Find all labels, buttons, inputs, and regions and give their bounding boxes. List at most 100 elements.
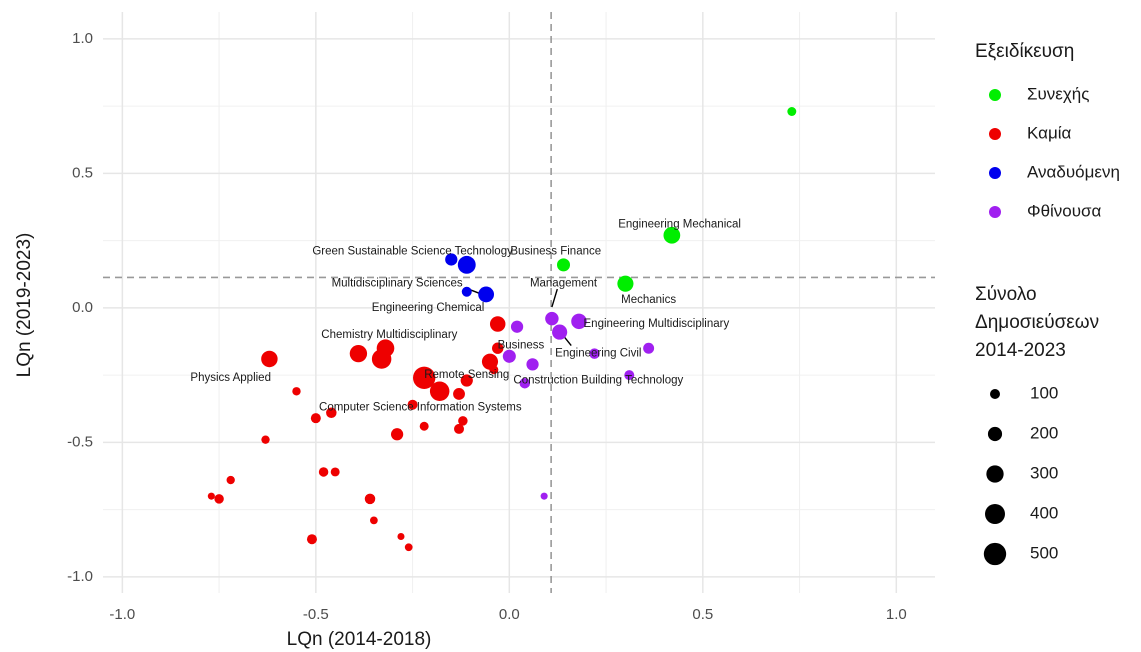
legend-size-key <box>986 465 1004 483</box>
legend: Εξειδίκευση Συνεχής Καμία Αναδυόμενη Φθίνου… <box>975 41 1120 566</box>
data-point <box>545 311 559 326</box>
point-label: Multidisciplinary Sciences <box>332 278 463 290</box>
legend-color-key <box>989 128 1001 140</box>
y-tick-label: -0.5 <box>67 433 93 450</box>
data-point <box>510 320 524 333</box>
data-point <box>787 107 797 116</box>
data-points <box>207 107 797 552</box>
legend-size-label: 500 <box>1030 543 1058 562</box>
major-gridlines <box>103 12 935 593</box>
data-point <box>454 423 465 434</box>
size-legend-title-line: 2014-2023 <box>975 340 1066 361</box>
data-point <box>407 399 418 410</box>
legend-size-label: 200 <box>1030 423 1058 442</box>
data-point <box>404 543 413 552</box>
data-point <box>214 494 224 504</box>
data-point <box>489 316 506 332</box>
legend-size-key <box>990 389 1000 399</box>
data-point <box>306 534 317 545</box>
legend-color-key <box>989 167 1001 179</box>
reference-lines <box>103 12 935 593</box>
x-tick-label: 0.5 <box>692 606 713 623</box>
data-point <box>589 348 600 359</box>
data-point <box>370 516 378 525</box>
data-point <box>445 253 458 266</box>
color-legend: Συνεχής Καμία Αναδυόμενη Φθίνουσα <box>989 84 1120 220</box>
point-label: Management <box>530 278 598 290</box>
point-label: Computer Science Information Systems <box>319 401 522 413</box>
size-legend-title-line: Δημοσιεύσεων <box>975 312 1099 333</box>
data-point <box>540 492 548 500</box>
data-point <box>318 467 329 477</box>
legend-color-key <box>989 89 1001 101</box>
size-legend-title-line: Σύνολο <box>975 284 1037 305</box>
data-point <box>349 344 368 363</box>
x-axis-title: LQn (2014-2018) <box>287 629 432 650</box>
point-label: Physics Applied <box>190 372 271 384</box>
point-label: Mechanics <box>621 294 676 306</box>
point-label: Green Sustainable Science Technology <box>312 245 513 257</box>
x-tick-label: 1.0 <box>886 606 907 623</box>
x-tick-label: -0.5 <box>303 606 329 623</box>
data-point <box>643 342 655 354</box>
data-point <box>419 421 429 431</box>
data-point <box>390 428 404 441</box>
data-point <box>413 366 436 389</box>
data-point <box>492 342 504 354</box>
point-label: Engineering Multidisciplinary <box>584 318 730 330</box>
point-label: Chemistry Multidisciplinary <box>321 329 457 341</box>
legend-size-key <box>983 542 1007 566</box>
leader-line <box>551 288 558 308</box>
data-point <box>556 258 571 272</box>
data-point <box>526 358 539 371</box>
point-label: Engineering Chemical <box>372 302 485 314</box>
data-point <box>330 467 340 477</box>
legend-size-label: 100 <box>1030 383 1058 402</box>
legend-color-label: Συνεχής <box>1027 84 1089 103</box>
point-label: Business Finance <box>510 245 601 257</box>
data-point <box>571 313 587 330</box>
data-point <box>376 339 395 358</box>
data-point <box>207 492 215 500</box>
data-point <box>364 493 376 505</box>
legend-size-key <box>987 426 1003 442</box>
x-tick-labels: -1.0 -0.5 0.0 0.5 1.0 <box>109 606 906 623</box>
data-point <box>310 413 321 424</box>
legend-color-label: Καμία <box>1027 123 1072 142</box>
legend-size-label: 300 <box>1030 463 1058 482</box>
point-label: Engineering Civil <box>555 348 641 360</box>
data-point <box>552 324 568 340</box>
y-tick-labels: -1.0 -0.5 0.0 0.5 1.0 <box>67 30 93 585</box>
data-point <box>326 407 337 419</box>
data-point <box>429 381 450 402</box>
x-tick-label: 0.0 <box>499 606 520 623</box>
data-point <box>663 226 681 244</box>
data-point <box>261 435 270 444</box>
x-tick-label: -1.0 <box>109 606 135 623</box>
point-label: Engineering Mechanical <box>618 219 741 231</box>
data-point <box>226 475 235 485</box>
point-label: Construction Building Technology <box>513 375 683 387</box>
point-label: Business <box>498 340 545 352</box>
data-point <box>460 374 473 387</box>
data-point <box>458 416 468 426</box>
data-point <box>457 255 476 274</box>
y-tick-label: 1.0 <box>72 30 93 47</box>
legend-color-label: Φθίνουσα <box>1027 201 1102 220</box>
data-point <box>292 387 301 396</box>
data-point <box>478 286 495 303</box>
minor-gridlines <box>103 12 935 593</box>
point-label: Remote Sensing <box>424 369 509 381</box>
data-point <box>624 370 635 381</box>
legend-color-key <box>989 206 1001 218</box>
data-point <box>519 377 531 389</box>
color-legend-title: Εξειδίκευση <box>975 41 1074 62</box>
y-tick-label: -1.0 <box>67 568 93 585</box>
data-point <box>397 532 405 541</box>
data-point <box>617 275 634 292</box>
data-point <box>453 388 465 400</box>
y-tick-label: 0.5 <box>72 164 93 181</box>
size-legend: Σύνολο Δημοσιεύσεων 2014-2023 100 200 300 400 5… <box>975 284 1099 566</box>
y-axis-title: LQn (2019-2023) <box>14 233 35 378</box>
